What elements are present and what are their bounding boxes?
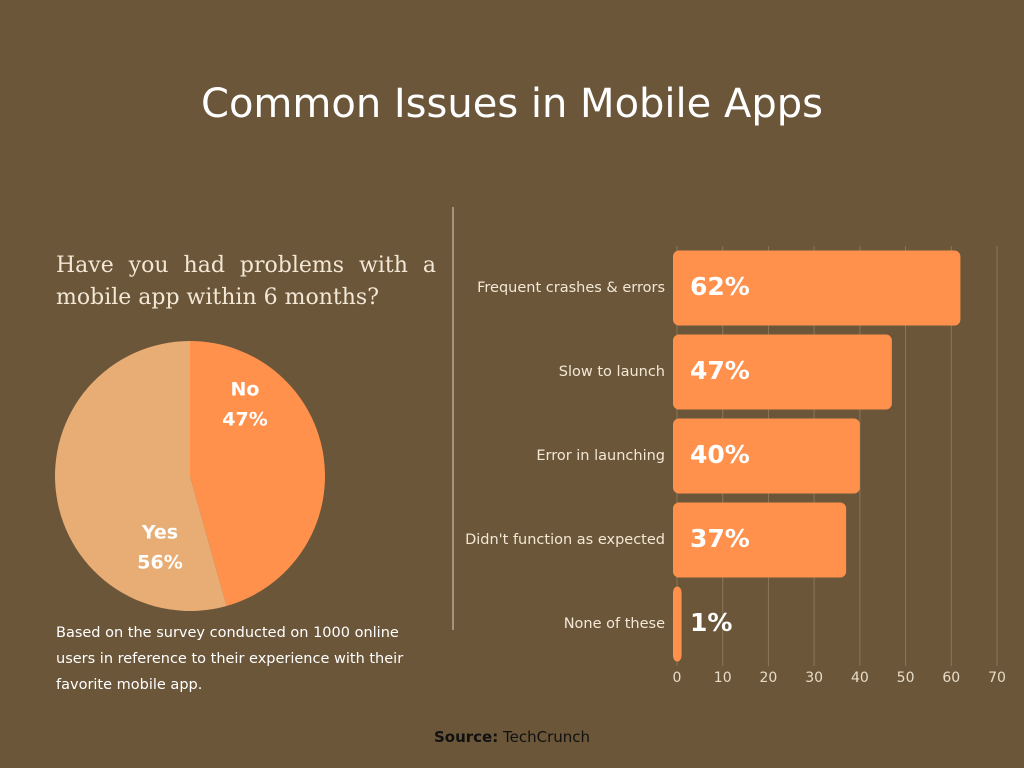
bar [673,250,961,326]
slice-value-label: 47% [222,409,267,431]
x-tick-label: 30 [805,670,823,686]
slice-label: Yes [141,522,178,544]
pie-question: Have you had problems with a mobile app … [56,253,436,310]
x-tick-label: 50 [897,670,915,686]
bar-value-label: 62% [690,272,750,301]
survey-note: Based on the survey conducted on 1000 on… [56,625,404,693]
category-label: Didn't function as expected [465,532,665,548]
x-tick-label: 0 [673,670,682,686]
slice-label: No [231,379,260,401]
category-label: Slow to launch [559,364,665,380]
pie-slice [55,341,227,611]
source-label: Source: [433,728,499,746]
x-tick-label: 40 [851,670,869,686]
pie-slice [190,341,326,606]
source-text: TechCrunch [503,728,591,746]
x-tick-label: 70 [988,670,1006,686]
bar [673,418,860,494]
category-label: None of these [564,616,665,632]
bar-value-label: 1% [690,608,732,637]
bar [673,502,847,578]
slice-value-label: 56% [137,552,182,574]
x-tick-label: 20 [760,670,778,686]
category-label: Error in launching [536,448,665,464]
bar-value-label: 40% [690,440,750,469]
x-tick-label: 10 [714,670,732,686]
page-title: Common Issues in Mobile Apps [201,81,823,127]
source: Source: TechCrunch [0,728,1024,746]
bar [673,586,682,662]
bar-value-label: 47% [690,356,750,385]
bar [673,334,892,410]
bar-value-label: 37% [690,524,750,553]
x-tick-label: 60 [942,670,960,686]
category-label: Frequent crashes & errors [477,280,665,296]
